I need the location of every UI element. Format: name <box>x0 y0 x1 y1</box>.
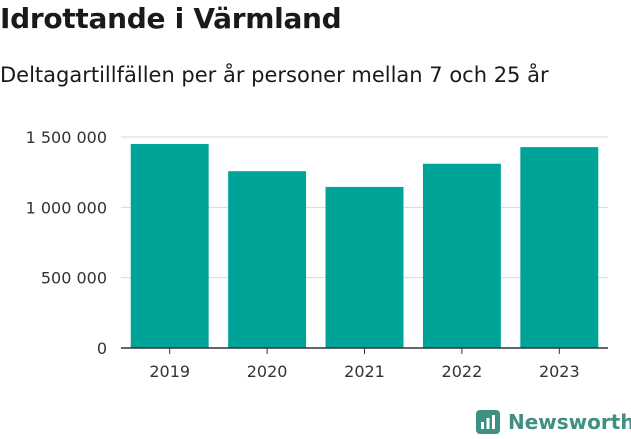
x-tick-label: 2019 <box>149 362 190 381</box>
x-tick-label: 2020 <box>247 362 288 381</box>
bar-2019 <box>130 144 209 348</box>
y-tick-label: 0 <box>97 339 107 358</box>
chart-subtitle: Deltagartillfällen per år personer mella… <box>0 63 549 87</box>
newsworthy-logo: Newsworthy <box>476 405 631 439</box>
bar-2021 <box>325 186 404 348</box>
x-tick-label: 2022 <box>442 362 483 381</box>
y-tick-label: 1 000 000 <box>26 198 107 217</box>
x-axis <box>121 347 608 354</box>
bar-chart-icon <box>476 410 500 434</box>
x-tick-label: 2021 <box>344 362 385 381</box>
chart-title: Idrottande i Värmland <box>0 2 342 35</box>
bars <box>130 144 599 348</box>
brand-name: Newsworthy <box>508 410 631 434</box>
tick-labels: 0 500 000 1 000 000 1 500 000 2019 2020 2021 20… <box>26 128 580 381</box>
x-tick-label: 2023 <box>539 362 580 381</box>
bar-2020 <box>228 171 307 348</box>
bar-2023 <box>520 147 599 348</box>
y-tick-label: 1 500 000 <box>26 128 107 147</box>
y-tick-label: 500 000 <box>41 269 107 288</box>
bar-2022 <box>422 163 501 348</box>
